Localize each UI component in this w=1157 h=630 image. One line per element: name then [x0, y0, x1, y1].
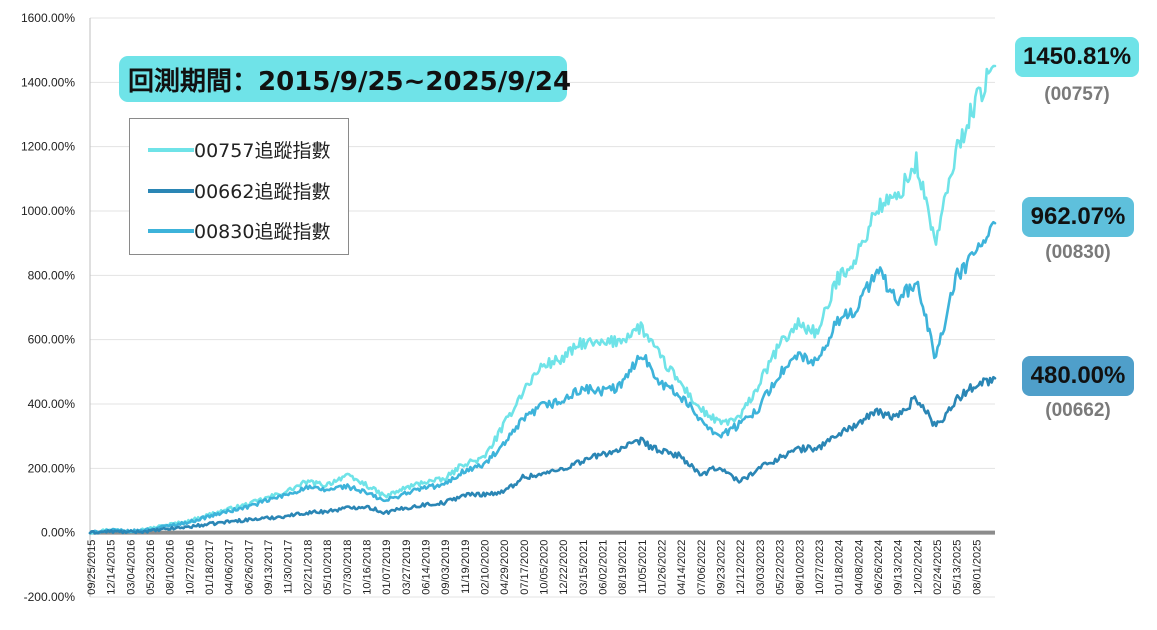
y-tick-label: 1400.00% — [21, 75, 75, 89]
x-tick-label: 10/27/2016 — [184, 540, 196, 595]
x-tick-label: 04/14/2022 — [676, 540, 688, 595]
legend: 00757追蹤指數 00662追蹤指數 00830追蹤指數 — [129, 118, 349, 255]
x-tick-label: 02/21/2018 — [302, 540, 314, 595]
x-tick-label: 04/06/2017 — [224, 540, 236, 595]
x-tick-label: 09/03/2019 — [440, 540, 452, 595]
y-axis: -200.00% 0.00% 200.00% 400.00% 600.00% 800.00… — [21, 11, 91, 604]
legend-label-00757: 00757追蹤指數 — [194, 140, 331, 162]
x-tick-label: 08/10/2016 — [165, 540, 177, 595]
x-tick-label: 04/08/2024 — [853, 540, 865, 595]
x-tick-label: 10/27/2023 — [814, 540, 826, 595]
x-tick-label: 06/02/2021 — [598, 540, 610, 595]
x-tick-label: 12/14/2015 — [106, 540, 118, 595]
series-line-00662 — [88, 375, 997, 535]
x-tick-label: 10/05/2020 — [539, 540, 551, 595]
x-tick-label: 08/01/2025 — [971, 540, 983, 595]
series-line-00757 — [88, 64, 997, 535]
series-line-00830 — [88, 220, 997, 535]
x-tick-label: 03/27/2019 — [401, 540, 413, 595]
x-tick-label: 06/26/2017 — [243, 540, 255, 595]
y-tick-label: 800.00% — [28, 268, 76, 282]
y-tick-label: 1200.00% — [21, 140, 75, 154]
x-tick-label: 12/02/2024 — [912, 540, 924, 595]
x-tick-label: 07/17/2020 — [519, 540, 531, 595]
legend-label-00662: 00662追蹤指數 — [194, 181, 331, 203]
end-value-badge-00757: 1450.81% — [1015, 37, 1139, 77]
legend-item-00830: 00830追蹤指數 — [148, 217, 330, 244]
x-tick-label: 01/07/2019 — [381, 540, 393, 595]
x-tick-label: 11/19/2019 — [460, 540, 472, 594]
x-tick-label: 01/18/2017 — [204, 540, 216, 595]
end-value-badge-00662: 480.00% — [1022, 356, 1134, 396]
x-tick-label: 04/29/2020 — [499, 540, 511, 595]
end-code-00662: (00662) — [1045, 400, 1111, 421]
x-tick-label: 12/22/2020 — [558, 540, 570, 595]
end-value-badge-00830: 962.07% — [1022, 197, 1134, 237]
y-tick-label: 1600.00% — [21, 11, 75, 25]
x-tick-label: 01/26/2022 — [657, 540, 669, 595]
legend-swatch-00830 — [148, 228, 194, 233]
x-tick-label: 05/10/2018 — [322, 540, 334, 595]
x-tick-label: 12/12/2022 — [735, 540, 747, 595]
x-tick-label: 03/04/2016 — [125, 540, 137, 595]
legend-item-00662: 00662追蹤指數 — [148, 177, 330, 204]
y-tick-label: 200.00% — [28, 461, 76, 475]
y-tick-label: -200.00% — [24, 590, 76, 604]
x-tick-label: 07/06/2022 — [696, 540, 708, 595]
x-tick-label: 03/15/2021 — [578, 540, 590, 595]
y-tick-label: 0.00% — [41, 526, 75, 540]
x-tick-label: 06/26/2024 — [873, 540, 885, 595]
x-tick-label: 09/23/2022 — [716, 540, 728, 595]
legend-item-00757: 00757追蹤指數 — [148, 136, 330, 163]
backtest-period-title: 回測期間：2015/9/25~2025/9/24 — [119, 56, 571, 102]
x-tick-label: 05/22/2023 — [775, 540, 787, 595]
x-tick-label: 05/13/2025 — [952, 540, 964, 595]
x-tick-label: 09/13/2017 — [263, 540, 275, 595]
x-tick-label: 11/05/2021 — [637, 540, 649, 594]
end-code-00757: (00757) — [1044, 84, 1110, 105]
y-tick-label: 400.00% — [28, 397, 76, 411]
x-tick-label: 09/13/2024 — [893, 540, 905, 595]
x-tick-label: 10/16/2018 — [361, 540, 373, 595]
x-tick-label: 08/10/2023 — [794, 540, 806, 595]
x-tick-label: 07/30/2018 — [342, 540, 354, 595]
end-code-00830: (00830) — [1045, 242, 1111, 263]
y-tick-label: 1000.00% — [21, 204, 75, 218]
x-tick-label: 06/14/2019 — [420, 540, 432, 595]
x-tick-label: 01/18/2024 — [834, 540, 846, 595]
x-tick-label: 02/10/2020 — [479, 540, 491, 595]
legend-swatch-00662 — [148, 188, 194, 193]
legend-label-00830: 00830追蹤指數 — [194, 221, 331, 243]
x-tick-label: 05/23/2016 — [145, 540, 157, 595]
x-tick-label: 11/30/2017 — [283, 540, 295, 594]
x-tick-label: 02/24/2025 — [932, 540, 944, 595]
x-tick-label: 08/19/2021 — [617, 540, 629, 595]
legend-swatch-00757 — [148, 147, 194, 152]
series-lines — [88, 64, 997, 535]
x-axis: 09/25/2015 12/14/2015 03/04/2016 05/23/2016… — [86, 530, 995, 595]
x-tick-label: 03/03/2023 — [755, 540, 767, 595]
x-tick-label: 09/25/2015 — [86, 540, 98, 595]
y-tick-label: 600.00% — [28, 333, 76, 347]
